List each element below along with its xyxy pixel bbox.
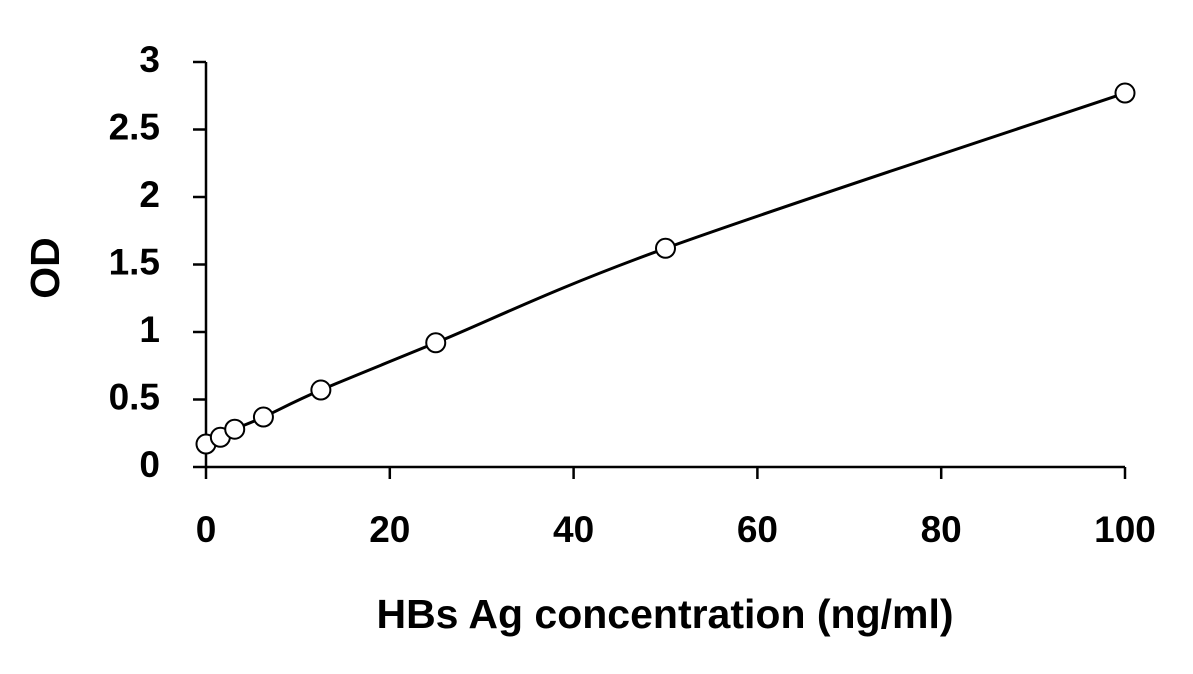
x-axis-label: HBs Ag concentration (ng/ml) [376, 591, 953, 637]
data-point [425, 332, 447, 354]
data-point [224, 418, 246, 440]
y-tick-label: 2 [139, 174, 160, 215]
y-tick-label: 1 [139, 309, 160, 350]
y-tick-label: 2.5 [109, 106, 160, 147]
data-point [1114, 82, 1136, 104]
x-tick-label: 0 [196, 509, 217, 550]
y-tick-label: 0.5 [109, 376, 160, 417]
x-tick-label: 100 [1094, 509, 1156, 550]
y-tick-label: 3 [139, 39, 160, 80]
y-tick-label: 1.5 [109, 241, 160, 282]
data-point [655, 237, 676, 259]
x-tick-label: 60 [737, 509, 778, 550]
y-axis-label: OD [22, 237, 68, 299]
data-point [252, 406, 274, 428]
data-point [310, 379, 332, 401]
x-tick-label: 80 [921, 509, 962, 550]
x-tick-label: 40 [553, 509, 594, 550]
x-tick-label: 20 [369, 509, 410, 550]
y-tick-label: 0 [139, 444, 160, 485]
